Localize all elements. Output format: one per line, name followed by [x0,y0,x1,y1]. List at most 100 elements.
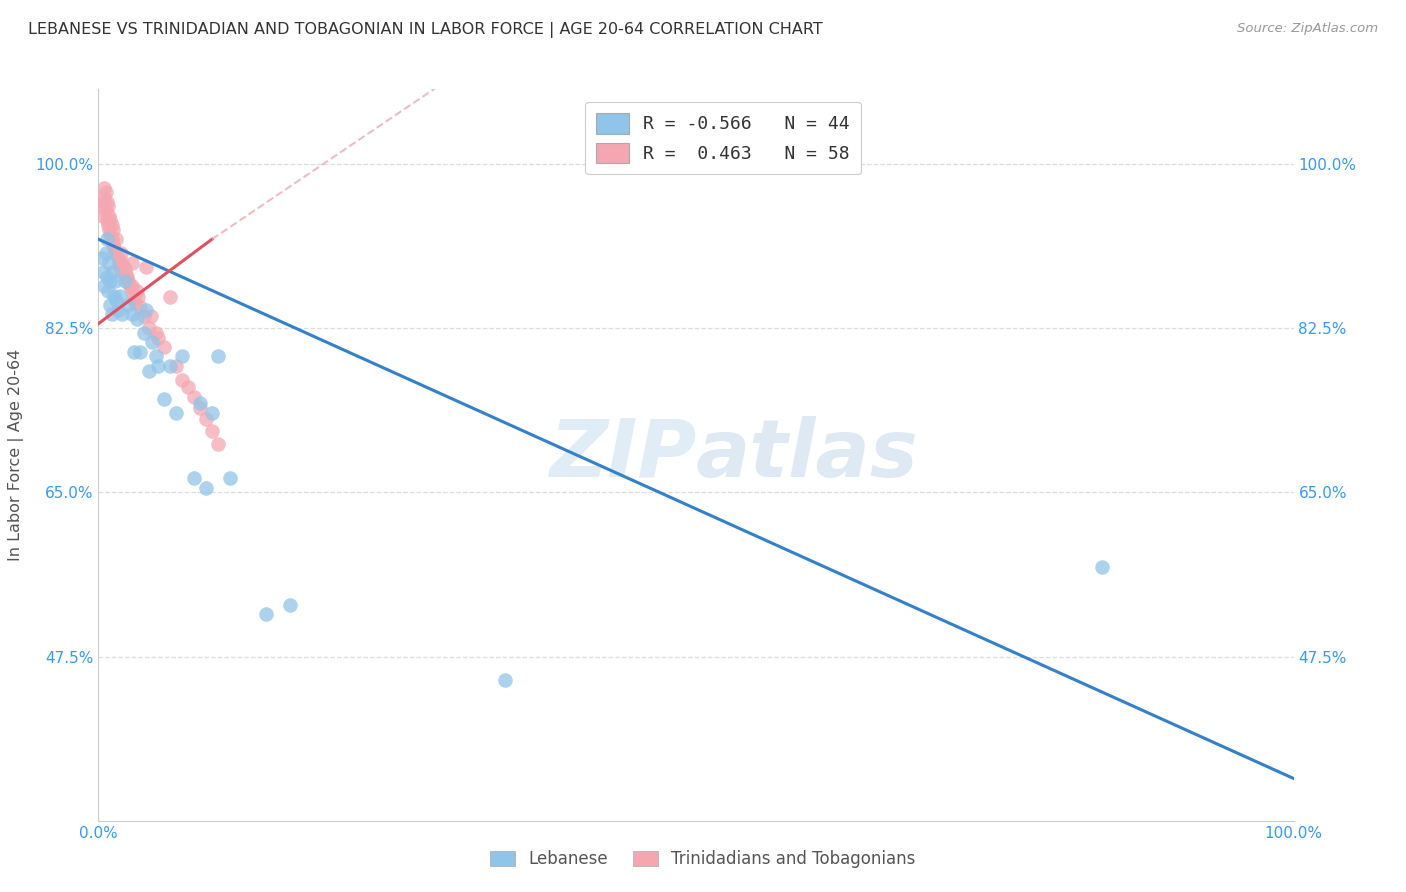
Point [183,390,205,404]
Point [96,213,118,227]
Point [188,396,211,410]
Point [165,406,187,420]
Point [494,673,516,687]
Point [145,326,167,340]
Point [103,242,125,256]
Point [172,350,194,364]
Point [195,481,218,495]
Point [132,309,155,323]
Point [98,275,122,289]
Point [115,269,138,284]
Point [98,213,122,227]
Point [219,471,242,485]
Point [107,251,129,265]
Point [101,223,124,237]
Point [278,598,301,612]
Point [94,186,117,200]
Point [110,246,132,260]
Point [105,232,128,246]
Point [107,302,129,317]
Point [96,232,118,246]
Point [104,246,127,260]
Point [141,335,163,350]
Point [103,288,125,302]
Point [148,359,170,373]
Point [172,373,194,387]
Point [98,298,122,312]
Point [118,277,141,292]
Point [135,302,157,317]
Point [148,331,170,345]
Point [120,281,142,295]
Legend: R = -0.566   N = 44, R =  0.463   N = 58: R = -0.566 N = 44, R = 0.463 N = 58 [585,102,860,174]
Point [100,232,122,246]
Point [138,321,160,335]
Point [94,204,117,219]
Point [125,312,148,326]
Point [94,246,117,260]
Point [125,284,148,298]
Point [201,406,224,420]
Point [129,344,152,359]
Point [108,288,131,302]
Point [98,223,121,237]
Point [201,425,224,439]
Point [108,262,131,277]
Point [101,265,124,279]
Legend: Lebanese, Trinidadians and Tobagonians: Lebanese, Trinidadians and Tobagonians [484,844,922,875]
Point [153,392,176,406]
Point [98,209,121,223]
Point [93,190,115,204]
Point [96,194,118,209]
Point [111,255,134,269]
Point [112,260,135,275]
Point [122,286,145,301]
Point [121,255,143,269]
Point [165,359,187,373]
Point [91,199,114,213]
Point [207,350,229,364]
Point [91,251,114,265]
Point [115,268,138,282]
Point [138,363,160,377]
Point [114,275,136,289]
Point [153,340,176,354]
Point [107,255,129,269]
Text: LEBANESE VS TRINIDADIAN AND TOBAGONIAN IN LABOR FORCE | AGE 20-64 CORRELATION CH: LEBANESE VS TRINIDADIAN AND TOBAGONIAN I… [28,22,823,38]
Point [114,262,136,277]
Point [183,471,205,485]
Point [91,265,114,279]
Point [1091,560,1114,574]
Point [101,236,124,251]
Point [104,275,127,289]
Point [98,227,122,242]
Point [96,269,118,284]
Point [124,344,146,359]
Point [132,326,155,340]
Point [124,293,146,308]
Point [121,279,143,293]
Point [129,300,152,314]
Point [177,380,200,394]
Point [207,436,229,450]
Point [97,199,120,213]
Point [139,309,162,323]
Point [159,359,181,373]
Point [111,307,134,321]
Point [127,290,149,304]
Text: Source: ZipAtlas.com: Source: ZipAtlas.com [1237,22,1378,36]
Point [124,296,146,310]
Point [93,279,115,293]
Point [117,298,139,312]
Point [254,607,277,622]
Point [159,290,181,304]
Point [117,275,139,289]
Point [100,218,122,232]
Point [188,401,211,415]
Point [91,194,114,209]
Point [145,350,167,364]
Point [98,255,121,269]
Text: ZIP: ZIP [548,416,696,494]
Y-axis label: In Labor Force | Age 20-64: In Labor Force | Age 20-64 [8,349,24,561]
Point [195,412,218,426]
